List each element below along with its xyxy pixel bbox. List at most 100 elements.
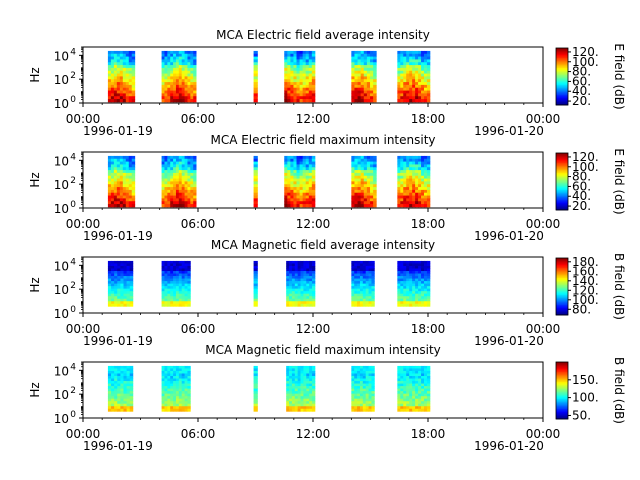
heatmap-cell (126, 365, 131, 369)
heatmap-cell (305, 67, 310, 72)
heatmap-cell (110, 87, 115, 91)
heatmap-cell (164, 50, 168, 55)
heatmap-cell (173, 192, 177, 196)
heatmap-cell (173, 273, 177, 277)
heatmap-cell (181, 406, 185, 410)
heatmap-cell (184, 67, 188, 72)
heatmap-cell (117, 365, 121, 369)
heatmap-cell (305, 189, 310, 194)
heatmap-cell (366, 99, 371, 103)
heatmap-cell (181, 187, 185, 191)
heatmap-cell (126, 398, 131, 402)
heatmap-cell (357, 383, 361, 387)
heatmap-cell (299, 164, 304, 168)
heatmap-cell (365, 365, 369, 369)
heatmap-cell (365, 381, 369, 384)
heatmap-cell (299, 93, 304, 97)
heatmap-cell (161, 181, 165, 185)
heatmap-cell (123, 386, 127, 389)
heatmap-cell (119, 87, 124, 91)
heatmap-cell (351, 263, 355, 267)
heatmap-cell (308, 198, 313, 202)
heatmap-cell (107, 84, 112, 89)
heatmap-cell (423, 70, 428, 74)
heatmap-cell (110, 82, 115, 86)
heatmap-cell (303, 396, 307, 400)
heatmap-cell (190, 87, 194, 91)
heatmap-cell (363, 50, 368, 55)
heatmap-cell (167, 79, 171, 83)
heatmap-cell (289, 406, 293, 410)
heatmap-cell (418, 265, 422, 269)
heatmap-cell (397, 189, 401, 194)
heatmap-cell (302, 175, 307, 179)
heatmap-cell (400, 383, 404, 387)
heatmap-cell (284, 161, 288, 165)
heatmap-cell (120, 278, 124, 282)
heatmap-cell (187, 283, 191, 287)
heatmap-cell (107, 76, 112, 80)
heatmap-cell (170, 187, 174, 191)
heatmap-cell (370, 201, 374, 205)
heatmap-cell (293, 65, 297, 69)
heatmap-cell (119, 195, 124, 199)
heatmap-cell (193, 178, 197, 182)
heatmap-cell (116, 204, 121, 208)
heatmap-cell (175, 393, 180, 397)
heatmap-cell (400, 158, 404, 162)
heatmap-cell (412, 298, 416, 302)
colorbar-step (556, 387, 568, 390)
heatmap-cell (403, 59, 407, 63)
colorbar-frame (555, 152, 569, 211)
heatmap-cell (123, 268, 127, 272)
heatmap-cell (311, 59, 316, 63)
heatmap-cell (178, 386, 183, 389)
heatmap-cell (164, 204, 168, 208)
heatmap-cell (360, 195, 365, 199)
heatmap-cell (421, 79, 425, 83)
colorbar-tick-label: 120. (572, 45, 599, 59)
heatmap-cell (187, 161, 191, 165)
heatmap-cell (193, 181, 197, 185)
heatmap-cell (412, 378, 416, 382)
heatmap-cell (303, 406, 307, 410)
heatmap-cell (311, 82, 316, 86)
heatmap-cell (193, 53, 197, 57)
colorbar-step (556, 404, 568, 407)
heatmap-cell (403, 65, 407, 69)
heatmap-cell (412, 87, 416, 91)
heatmap-cell (412, 67, 416, 72)
heatmap-cell (161, 403, 165, 407)
heatmap-cell (351, 67, 355, 72)
heatmap-cell (357, 408, 361, 412)
heatmap-cell (306, 403, 310, 407)
heatmap-cell (126, 286, 131, 290)
heatmap-cell (187, 79, 191, 83)
heatmap-cell (421, 388, 425, 392)
heatmap-cell (181, 296, 185, 300)
heatmap-cell (421, 170, 425, 174)
heatmap-cell (117, 376, 121, 379)
heatmap-cell (370, 76, 374, 80)
heatmap-cell (373, 53, 377, 57)
heatmap-cell (116, 76, 121, 80)
heatmap-cell (122, 170, 127, 174)
heatmap-cell (359, 391, 364, 395)
heatmap-cell (400, 268, 404, 272)
heatmap-cell (119, 172, 124, 177)
heatmap-cell (296, 198, 300, 202)
heatmap-cell (111, 265, 115, 269)
heatmap-cell (359, 276, 364, 279)
heatmap-cell (309, 368, 313, 372)
heatmap-cell (418, 201, 422, 205)
heatmap-cell (299, 96, 304, 100)
heatmap-cell (305, 198, 310, 202)
heatmap-cell (111, 263, 115, 267)
heatmap-cell (309, 365, 313, 369)
heatmap-cell (193, 201, 197, 205)
heatmap-cell (370, 90, 374, 94)
heatmap-cell (111, 276, 115, 279)
heatmap-cell (409, 82, 413, 86)
heatmap-cell (290, 93, 294, 97)
heatmap-cell (373, 79, 377, 83)
